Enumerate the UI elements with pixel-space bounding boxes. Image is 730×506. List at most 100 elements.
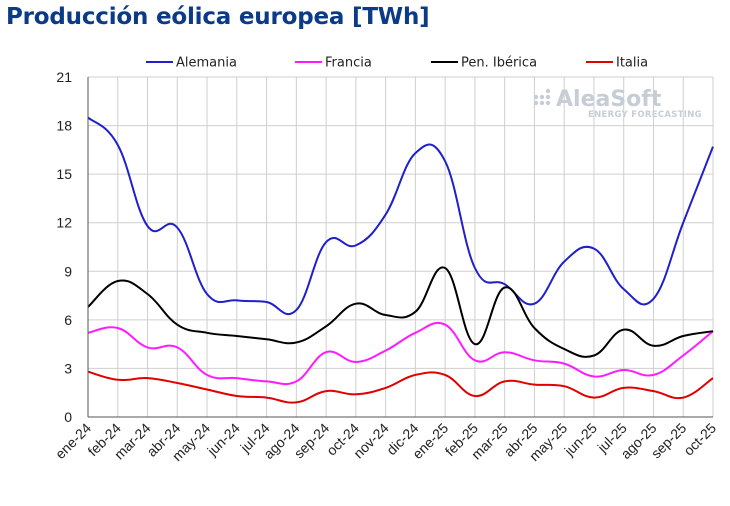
- data-point-pen-ib-rica-21: [712, 330, 714, 332]
- data-point-alemania-14: [503, 283, 505, 285]
- y-tick-label: 6: [64, 312, 72, 328]
- aleasoft-logo-dots-icon: [533, 88, 551, 106]
- data-point-alemania-4: [206, 293, 208, 295]
- data-point-francia-3: [176, 346, 178, 348]
- x-tick-label: jun-25: [561, 420, 601, 460]
- data-point-pen-ib-rica-3: [176, 324, 178, 326]
- data-point-alemania-8: [325, 241, 327, 243]
- legend-label-pen-ib-rica: Pen. Ibérica: [461, 56, 537, 71]
- data-point-alemania-19: [652, 298, 654, 300]
- watermark-brand: AleaSoft: [556, 87, 662, 112]
- data-point-italia-12: [444, 374, 446, 376]
- data-point-italia-6: [265, 396, 267, 398]
- data-point-pen-ib-rica-7: [295, 341, 297, 343]
- data-point-francia-8: [325, 351, 327, 353]
- data-point-alemania-9: [355, 244, 357, 246]
- data-point-italia-11: [414, 374, 416, 376]
- y-tick-label: 12: [56, 215, 72, 231]
- data-point-francia-16: [563, 362, 565, 364]
- legend-label-italia: Italia: [616, 56, 648, 71]
- data-point-alemania-20: [682, 222, 684, 224]
- y-tick-label: 15: [56, 166, 72, 182]
- data-point-pen-ib-rica-18: [623, 328, 625, 330]
- data-point-pen-ib-rica-2: [146, 293, 148, 295]
- watermark-dot: [545, 88, 551, 94]
- data-point-italia-3: [176, 382, 178, 384]
- axes: [87, 77, 713, 418]
- data-point-pen-ib-rica-17: [593, 354, 595, 356]
- watermark-dot: [533, 100, 539, 106]
- data-point-pen-ib-rica-9: [355, 302, 357, 304]
- data-point-francia-12: [444, 324, 446, 326]
- legend: Alemania Francia Pen. Ibérica Italia: [146, 56, 648, 71]
- watermark-dot: [545, 94, 551, 100]
- y-tick-label: 3: [64, 360, 72, 376]
- data-point-alemania-10: [384, 213, 386, 215]
- x-axis-ticks: ene-24feb-24mar-24abr-24may-24jun-24jul-…: [52, 420, 719, 464]
- data-point-alemania-11: [414, 152, 416, 154]
- data-point-italia-18: [623, 387, 625, 389]
- data-point-italia-15: [533, 383, 535, 385]
- data-point-pen-ib-rica-14: [503, 286, 505, 288]
- legend-label-francia: Francia: [325, 56, 372, 71]
- y-tick-label: 0: [64, 409, 72, 425]
- data-point-alemania-12: [444, 160, 446, 162]
- data-point-pen-ib-rica-20: [682, 335, 684, 337]
- watermark-dot: [545, 100, 551, 106]
- y-tick-label: 18: [56, 118, 72, 134]
- data-point-pen-ib-rica-15: [533, 327, 535, 329]
- data-point-italia-21: [712, 377, 714, 379]
- data-point-italia-13: [474, 395, 476, 397]
- data-point-alemania-1: [117, 144, 119, 146]
- data-point-pen-ib-rica-13: [474, 343, 476, 345]
- data-point-francia-1: [117, 327, 119, 329]
- data-point-francia-11: [414, 332, 416, 334]
- data-point-alemania-6: [265, 301, 267, 303]
- series-line-alemania: [87, 116, 714, 316]
- data-point-pen-ib-rica-6: [265, 338, 267, 340]
- data-point-pen-ib-rica-5: [236, 335, 238, 337]
- data-point-francia-19: [652, 374, 654, 376]
- data-point-pen-ib-rica-11: [414, 311, 416, 313]
- data-point-italia-9: [355, 393, 357, 395]
- data-point-francia-15: [533, 359, 535, 361]
- data-point-francia-14: [503, 351, 505, 353]
- data-point-pen-ib-rica-8: [325, 325, 327, 327]
- y-axis-ticks: 0 3 6 9 12 15 18 21: [56, 69, 72, 425]
- data-point-pen-ib-rica-16: [563, 348, 565, 350]
- y-tick-label: 9: [64, 263, 72, 279]
- legend-label-alemania: Alemania: [176, 56, 237, 71]
- data-point-italia-16: [563, 385, 565, 387]
- data-point-francia-2: [146, 346, 148, 348]
- data-point-francia-9: [355, 361, 357, 363]
- data-point-alemania-5: [236, 299, 238, 301]
- x-tick-label: oct-25: [680, 420, 719, 459]
- data-point-pen-ib-rica-10: [384, 314, 386, 316]
- data-point-alemania-17: [593, 247, 595, 249]
- series-line-pen-ib-rica: [87, 266, 714, 358]
- data-point-francia-20: [682, 354, 684, 356]
- watermark-dot: [539, 94, 545, 100]
- data-point-italia-5: [236, 395, 238, 397]
- x-tick-label: jun-24: [203, 420, 243, 460]
- data-point-italia-4: [206, 388, 208, 390]
- data-point-italia-7: [295, 401, 297, 403]
- data-point-pen-ib-rica-19: [652, 345, 654, 347]
- data-point-francia-5: [236, 377, 238, 379]
- data-point-francia-7: [295, 380, 297, 382]
- data-point-italia-19: [652, 390, 654, 392]
- watermark-tagline: ENERGY FORECASTING: [588, 110, 702, 120]
- data-point-alemania-7: [295, 309, 297, 311]
- data-point-alemania-15: [533, 302, 535, 304]
- data-point-francia-13: [474, 359, 476, 361]
- watermark-dot: [539, 100, 545, 106]
- data-point-italia-17: [593, 396, 595, 398]
- data-point-italia-1: [117, 379, 119, 381]
- data-point-italia-8: [325, 390, 327, 392]
- data-point-italia-10: [384, 387, 386, 389]
- data-point-alemania-3: [176, 226, 178, 228]
- data-point-alemania-21: [712, 145, 714, 147]
- data-point-alemania-18: [623, 288, 625, 290]
- data-point-pen-ib-rica-12: [444, 267, 446, 269]
- data-point-pen-ib-rica-4: [206, 332, 208, 334]
